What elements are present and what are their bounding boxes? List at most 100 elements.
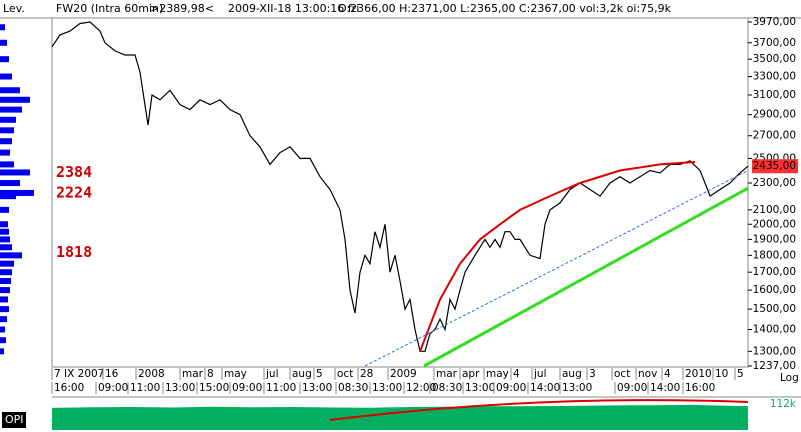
y-tick-label: 2000,00	[753, 218, 796, 230]
ohlc: O:2366,00 H:2371,00 L:2365,00 C:2367,00 …	[338, 2, 672, 15]
last-price: >2389,98<	[150, 2, 214, 15]
y-tick-label: 3100,00	[753, 89, 796, 101]
x-tick-label: 7 IX 2007	[54, 368, 104, 380]
profile-bar	[0, 180, 20, 187]
profile-bar	[0, 337, 6, 344]
y-tick-label: 1300,00	[753, 345, 796, 357]
y-tick-label: 1500,00	[753, 303, 796, 315]
x-tick-label: 16:00	[54, 382, 84, 394]
opi-tick-label: 112k	[770, 398, 797, 410]
x-tick-label: oct	[614, 368, 630, 380]
y-tick-label: 2100,00	[753, 204, 796, 216]
x-tick-label: 2010	[685, 368, 712, 380]
profile-bar	[0, 161, 14, 168]
x-tick-label: 16	[105, 368, 119, 380]
y-tick-label: 1700,00	[753, 266, 796, 278]
x-tick-label: 4	[513, 368, 520, 380]
x-tick-label: 4	[664, 368, 671, 380]
x-tick-label: 28	[360, 368, 373, 380]
x-tick-label: 09:00	[98, 382, 128, 394]
y-tick-label: 1237,00	[753, 360, 796, 372]
x-tick-label: 10	[715, 368, 728, 380]
last-value-label: 2435,00	[753, 160, 796, 172]
x-tick-label: nov	[638, 368, 657, 380]
profile-bar	[0, 116, 16, 123]
profile-bar	[0, 87, 20, 94]
profile-bar	[0, 106, 22, 113]
profile-bar	[0, 326, 5, 333]
timestamp: 2009-XII-18 13:00:16 fri	[228, 2, 359, 15]
plot: 3970,00 3700,00 3500,00 3300,00 3100,00 2900,…	[0, 16, 798, 430]
profile-bar	[0, 236, 10, 243]
y-tick-label: 3970,00	[753, 16, 796, 28]
y-tick-label: 2300,00	[753, 177, 796, 189]
level-label: 1818	[56, 243, 92, 261]
profile-bar	[0, 73, 12, 80]
x-tick-label: 11:00	[266, 382, 296, 394]
profile-bar	[0, 56, 9, 63]
profile-bar	[0, 244, 12, 251]
x-tick-label: 09:00	[617, 382, 647, 394]
trendline	[364, 170, 749, 367]
x-tick-label: 14:00	[650, 382, 680, 394]
y-tick-label: 1800,00	[753, 249, 796, 261]
last-value-box	[752, 159, 798, 174]
profile-bar	[0, 316, 7, 323]
instrument: FW20 (Intra 60min)	[56, 2, 163, 15]
x-tick-label: 08:30	[338, 382, 368, 394]
x-tick-label: may	[224, 368, 247, 380]
profile-bar	[0, 260, 14, 267]
profile-bar	[0, 252, 22, 259]
y-tick-label: 1600,00	[753, 284, 796, 296]
profile-bar	[0, 287, 10, 294]
opi-area	[52, 404, 748, 430]
x-tick-label: 2009	[390, 368, 417, 380]
x-tick-label: aug	[292, 368, 312, 380]
trendline	[419, 161, 696, 352]
profile-bar	[0, 269, 12, 276]
x-tick-label: 11:00	[130, 382, 160, 394]
price-line	[51, 21, 749, 352]
profile-bar	[0, 206, 9, 213]
y-tick-label: 2700,00	[753, 130, 796, 142]
level-label: 2224	[56, 183, 92, 201]
opi-trend	[329, 399, 749, 421]
x-tick-label: oct	[337, 368, 353, 380]
x-tick-label: 13:00	[165, 382, 195, 394]
x-tick-label: mar	[436, 368, 458, 380]
profile-bar	[0, 149, 10, 156]
y-tick-label: 2900,00	[753, 109, 796, 121]
y-tick-label: 1400,00	[753, 323, 796, 335]
x-tick-label: 13:00	[562, 382, 592, 394]
level-label: 2384	[56, 163, 92, 181]
scale-label: Log	[780, 372, 799, 384]
x-tick-label: 13:00	[302, 382, 332, 394]
x-tick-label: 09:00	[232, 382, 262, 394]
profile-bar	[0, 39, 7, 46]
x-tick-label: apr	[462, 368, 480, 380]
x-tick-label: 5	[316, 368, 323, 380]
x-tick-label: 14:00	[530, 382, 560, 394]
profile-bar	[0, 348, 4, 355]
profile-bar	[0, 169, 30, 176]
x-tick-label: 2008	[138, 368, 165, 380]
left-label: Lev.	[3, 2, 25, 15]
x-tick-label: 5	[737, 368, 744, 380]
x-tick-label: mar	[182, 368, 204, 380]
x-tick-label: 13:00	[465, 382, 495, 394]
profile-bar	[0, 96, 30, 103]
profile-bar	[0, 221, 8, 228]
x-tick-label: 15:00	[199, 382, 229, 394]
trendline	[423, 186, 749, 368]
x-tick-label: 09:00	[496, 382, 526, 394]
y-tick-label: 3300,00	[753, 71, 796, 83]
x-tick-label: 08:30	[432, 382, 462, 394]
x-tick-label: 16:00	[685, 382, 715, 394]
y-tick-label: 3500,00	[753, 53, 796, 65]
x-tick-label: 12:00	[406, 382, 436, 394]
y-tick-label: 3700,00	[753, 37, 796, 49]
profile-bar	[0, 278, 11, 285]
